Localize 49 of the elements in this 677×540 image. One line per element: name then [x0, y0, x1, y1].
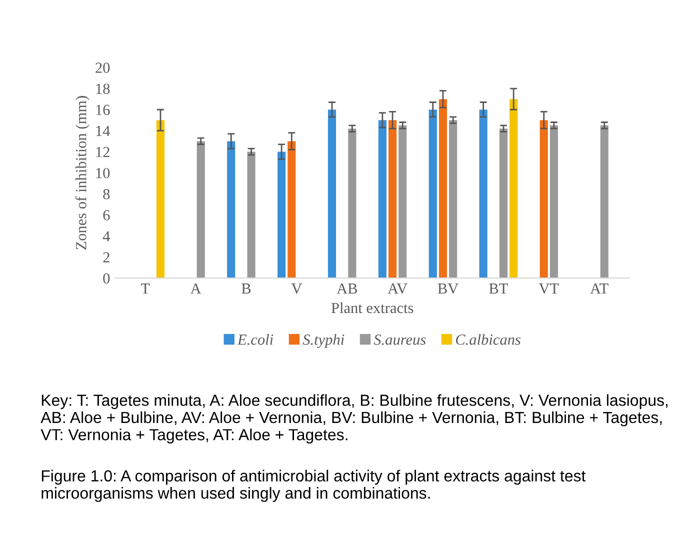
- y-tick-label: 6: [103, 210, 110, 220]
- y-axis-title: Zones of inhibition (mm): [75, 96, 90, 250]
- bar: [540, 120, 548, 278]
- x-tick-label: VT: [538, 284, 559, 294]
- bar: [247, 152, 256, 278]
- y-tick-label: 18: [96, 84, 110, 94]
- legend-label: S.aureus: [374, 334, 426, 345]
- x-tick-label: AV: [388, 283, 408, 294]
- bar: [156, 120, 165, 278]
- y-tick-label: 4: [102, 231, 110, 242]
- y-tick-label: 20: [96, 62, 110, 73]
- bar: [479, 110, 488, 278]
- legend-label: C.albicans: [456, 334, 520, 345]
- y-tick-label: 10: [96, 168, 110, 178]
- bar: [510, 99, 518, 278]
- x-tick-label: AT: [590, 283, 608, 294]
- bar: [348, 128, 356, 278]
- bar: [449, 120, 458, 278]
- legend-label: S.typhi: [302, 334, 344, 348]
- x-tick-label: BT: [489, 284, 508, 294]
- x-tick-label: B: [242, 284, 251, 294]
- bar: [600, 125, 608, 278]
- x-tick-label: T: [140, 284, 150, 294]
- text: Key: T: Tagetes minuta, A: Aloe secundiflora, B: Bulbine frutescens, V: Vernonia lasiopus, AB: Aloe + Bulbine, AV: Aloe + Vernonia, BV: Bulbine + Vernonia, BT: Bulbine + Tagetes, VT: Vernonia + Tagetes, AT: Aloe + Tagetes.: [40, 394, 668, 444]
- y-tick-label: 0: [103, 273, 110, 284]
- x-tick-label: V: [291, 284, 302, 294]
- y-tick-label: 16: [96, 104, 110, 116]
- y-tick-label: 12: [96, 146, 110, 158]
- x-tick-label: BV: [438, 284, 458, 294]
- bar: [328, 110, 336, 278]
- legend-label: E.coli: [237, 334, 274, 345]
- bar: [196, 141, 205, 278]
- caption: Figure 1.0: A comparison of antimicrobial activity of plant extracts against test microorganisms when used singly and in combinations.: [42, 470, 586, 502]
- bar: [428, 110, 437, 278]
- x-axis-title: Plant extracts: [331, 302, 414, 314]
- bar: [499, 128, 508, 278]
- x-tick-label: A: [190, 283, 202, 294]
- bar: [438, 99, 448, 278]
- bar: [550, 125, 558, 278]
- bar: [288, 141, 296, 278]
- bar: [378, 120, 386, 278]
- y-tick-label: 8: [103, 189, 110, 200]
- y-tick-label: 2: [103, 252, 110, 262]
- bar: [227, 141, 236, 278]
- x-tick-label: AB: [336, 283, 357, 294]
- bar: [398, 125, 407, 278]
- bar: [278, 152, 286, 278]
- bar: [388, 120, 397, 278]
- y-tick-label: 14: [96, 126, 110, 136]
